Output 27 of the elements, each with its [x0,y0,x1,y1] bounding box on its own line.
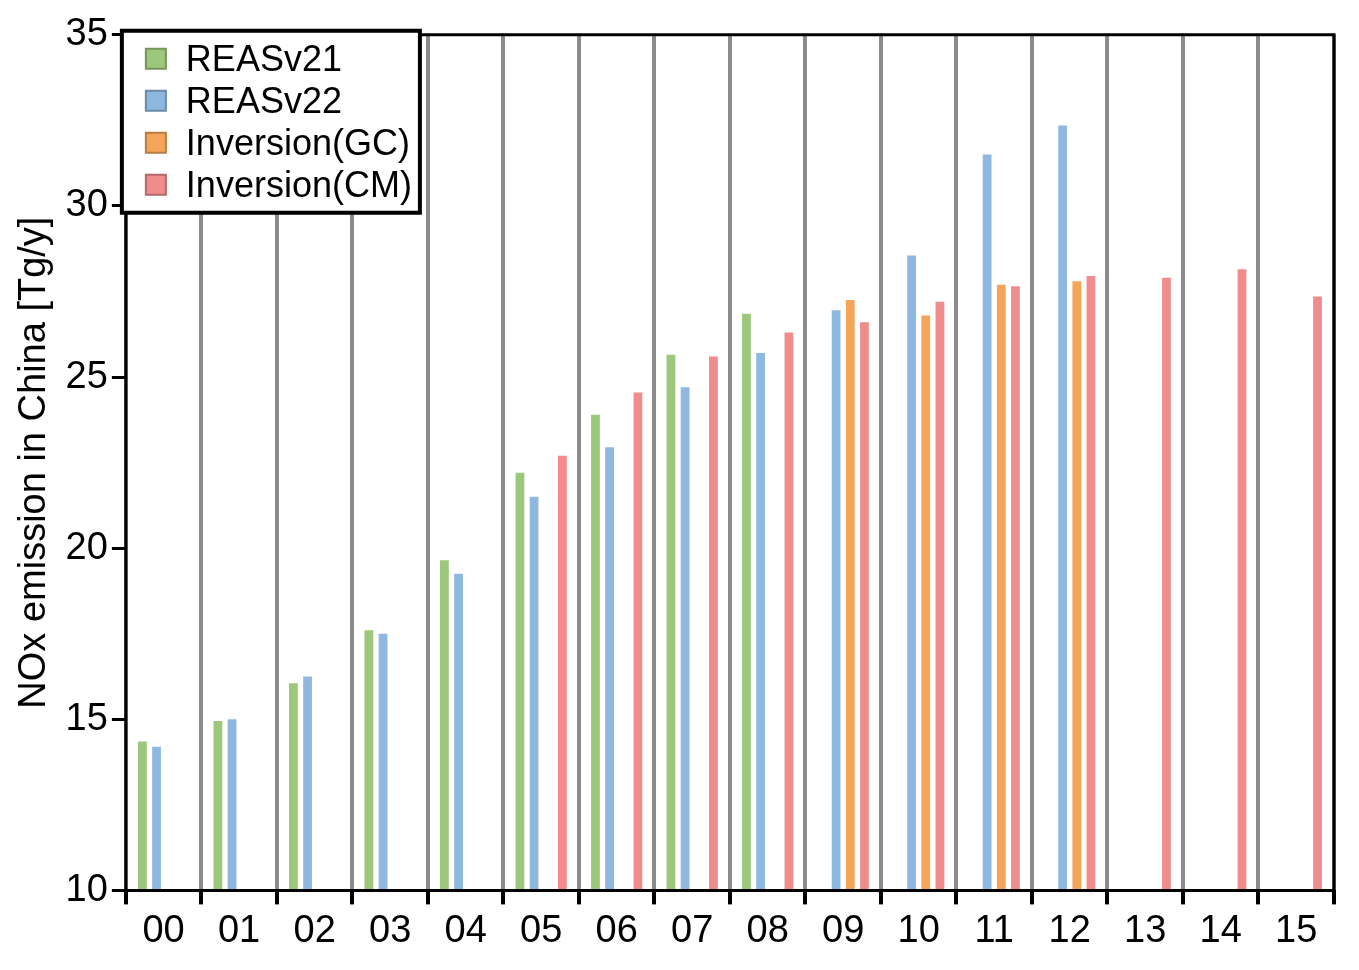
x-tick-label: 12 [1048,907,1091,950]
x-tick-label: 00 [142,907,185,950]
legend-label: Inversion(CM) [185,163,412,205]
x-tick-label: 09 [822,907,865,950]
x-tick-label: 15 [1275,907,1318,950]
x-tick-label: 11 [974,907,1014,950]
x-tick-label: 04 [444,907,487,950]
x-tick-label: 03 [369,907,412,950]
legend-label: REASv22 [185,79,342,121]
y-axis-title: NOx emission in China [Tg/y] [11,216,54,709]
x-tick-label: 10 [897,907,940,950]
x-tick-label: 06 [595,907,638,950]
x-tick-label: 07 [671,907,714,950]
y-tick-label: 35 [65,11,108,54]
x-tick-label: 02 [293,907,336,950]
x-tick-label: 14 [1199,907,1242,950]
x-tick-label: 01 [217,907,261,950]
y-tick-label: 20 [65,524,108,567]
y-tick-label: 30 [65,182,108,225]
y-tick-label: 25 [65,353,108,396]
legend-label: Inversion(GC) [185,121,410,163]
legend-label: REASv21 [185,37,342,79]
y-tick-label: 15 [65,695,108,738]
x-tick-label: 13 [1124,907,1167,950]
x-tick-label: 05 [520,907,563,950]
x-tick-label: 08 [746,907,789,950]
y-tick-label: 10 [65,866,108,909]
